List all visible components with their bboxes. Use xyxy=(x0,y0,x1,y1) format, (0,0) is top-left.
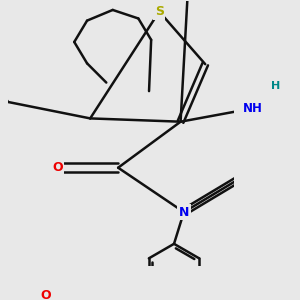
Text: O: O xyxy=(52,161,63,174)
Text: H: H xyxy=(271,80,280,91)
Text: N: N xyxy=(179,206,189,219)
Text: S: S xyxy=(155,5,164,18)
Text: NH: NH xyxy=(242,102,262,115)
Text: O: O xyxy=(40,290,51,300)
